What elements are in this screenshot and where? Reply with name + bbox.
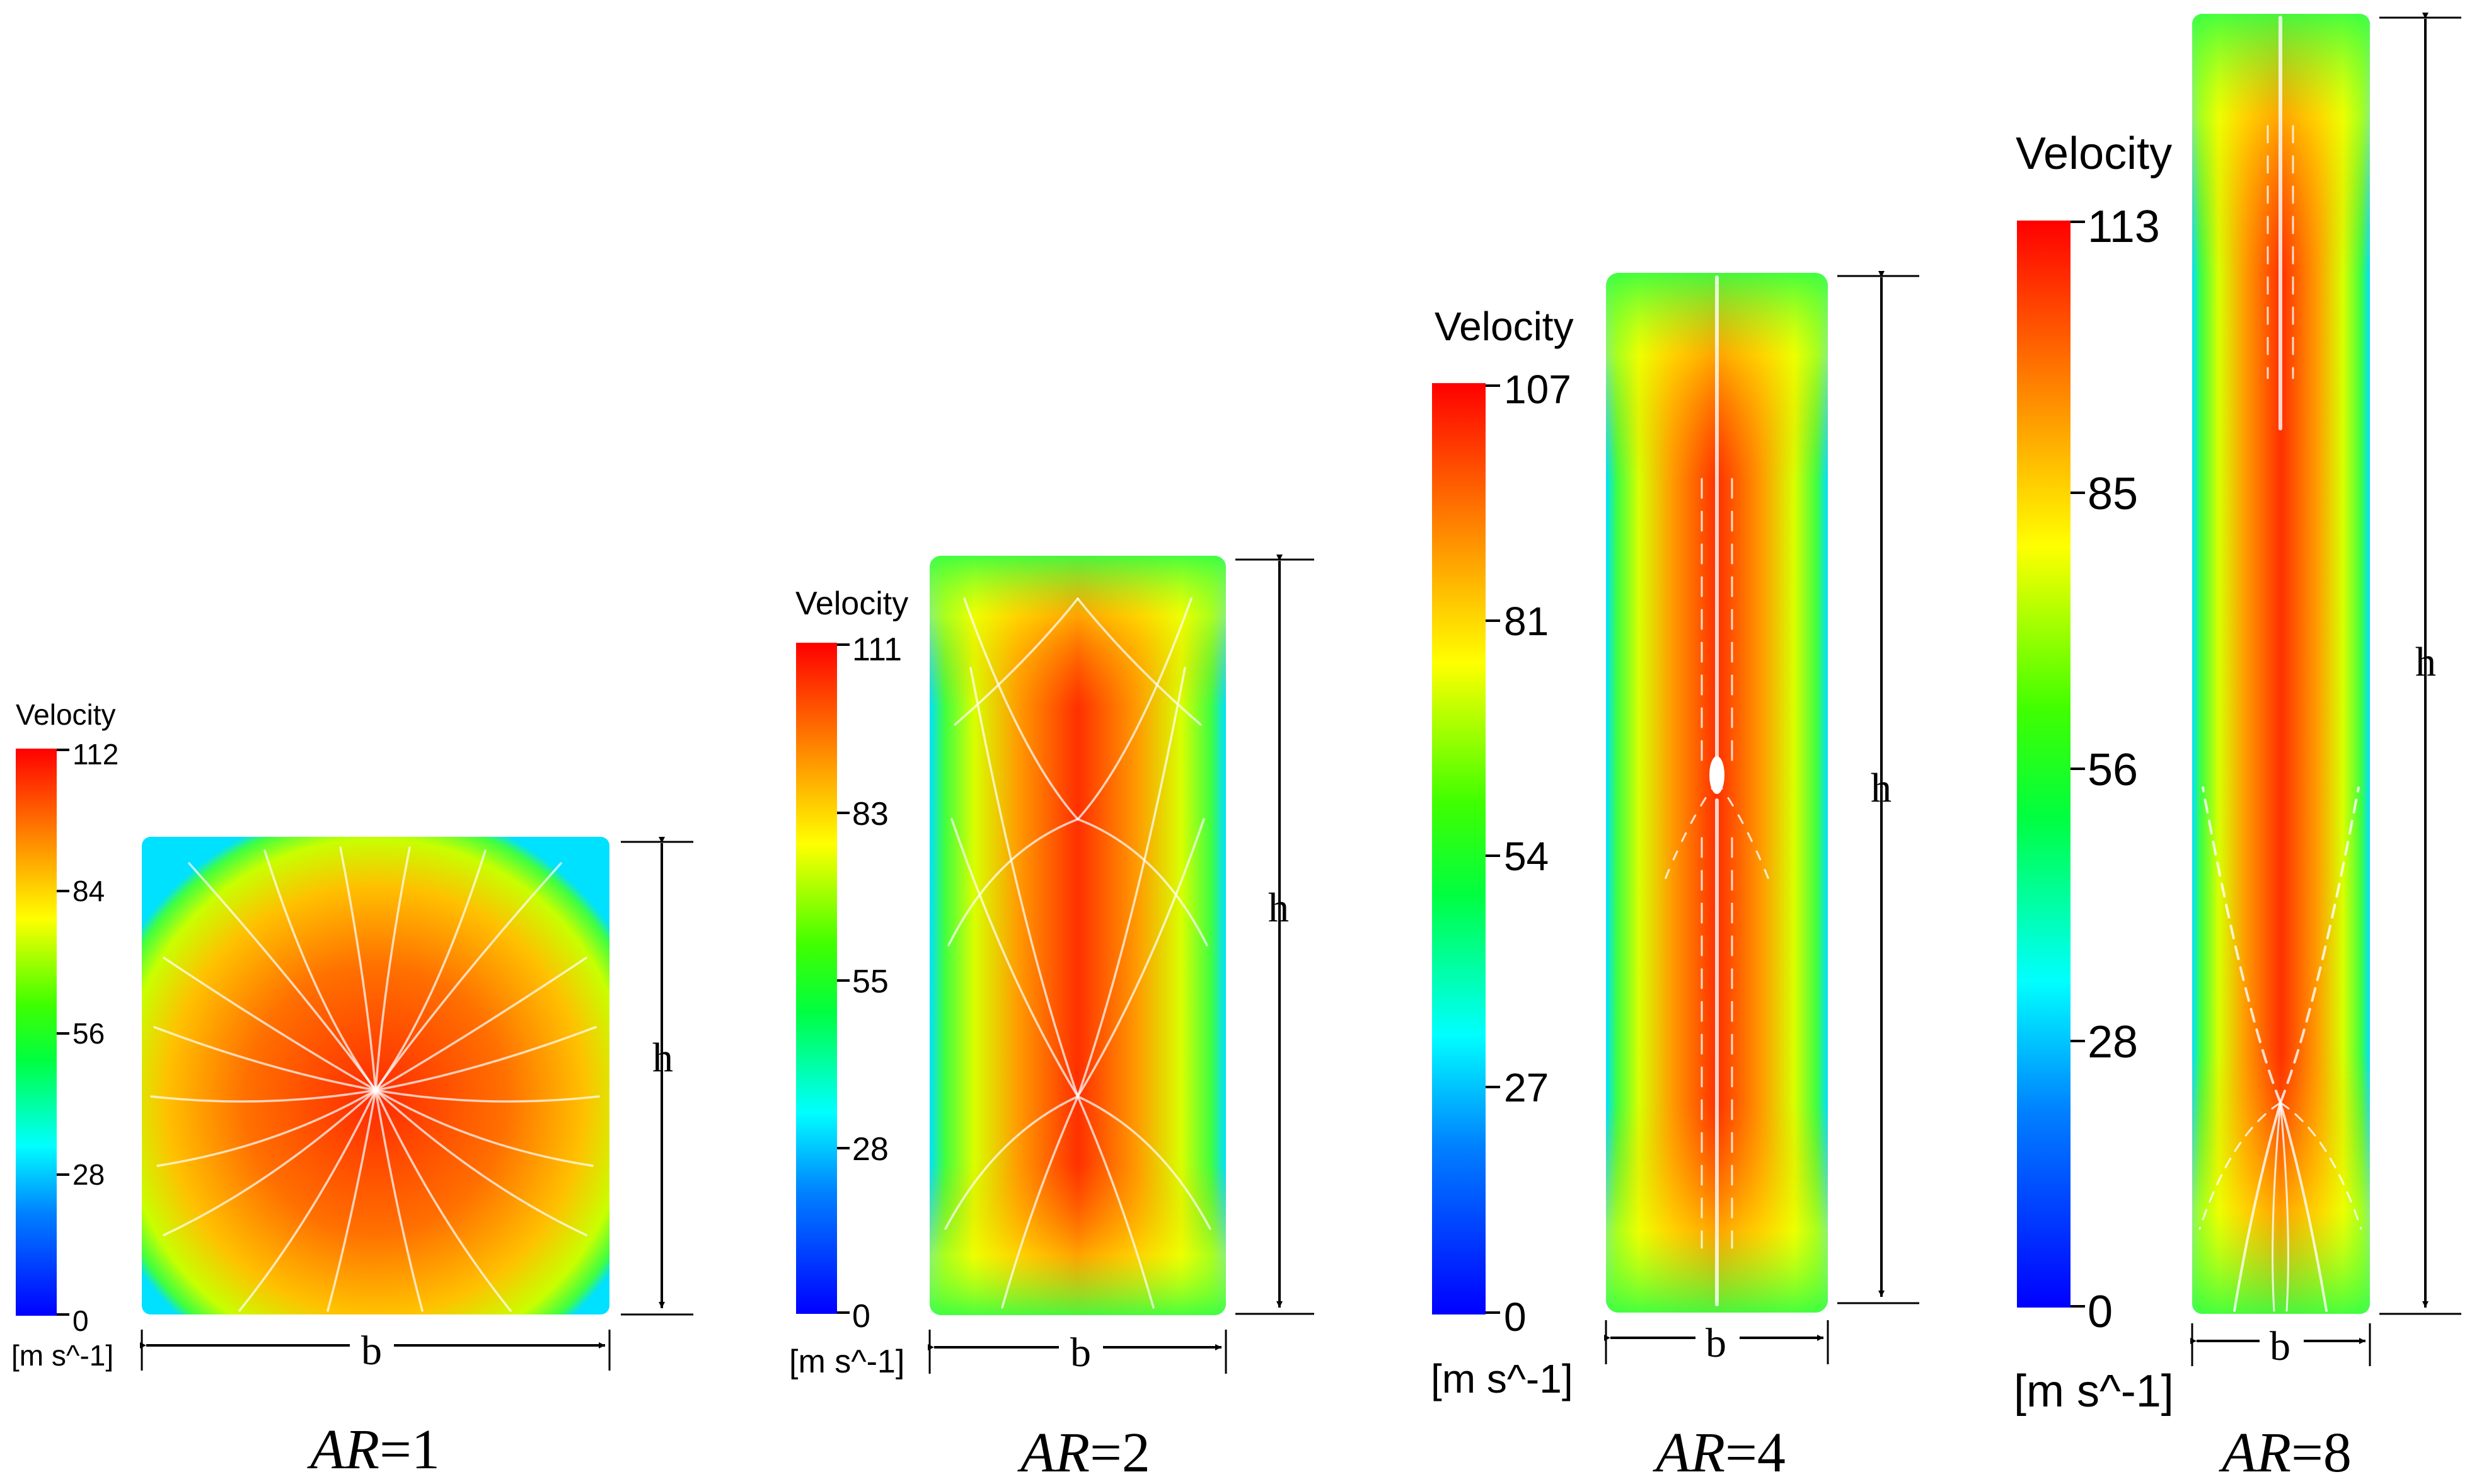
aspect-ratio-caption: AR=2 [1017,1422,1150,1484]
unit-label: [m s^-1] [789,1343,904,1380]
tick-label-max: 107 [1504,367,1571,412]
tick-label-mid: 56 [72,1017,105,1050]
width-label: b [2270,1323,2290,1369]
colorbar-ticks [1486,384,1500,1314]
streamlines [1663,275,1771,1306]
colorbar-ticks [57,749,69,1316]
velocity-colorbar [16,749,57,1316]
aspect-ratio-caption: AR=1 [307,1418,440,1481]
tick-label-min: 0 [72,1304,89,1337]
tick-label-q3: 83 [852,796,889,832]
streamlines [944,597,1211,1309]
streamlines [2198,16,2362,1312]
tick-label-q1: 28 [72,1158,105,1191]
velocity-colorbar [2017,221,2071,1308]
aspect-ratio-caption: AR=8 [2219,1422,2352,1484]
height-label: h [1268,885,1289,931]
unit-label: [m s^-1] [1431,1356,1573,1401]
colorbar-title: Velocity [16,698,116,731]
panel-ar2: Velocity 111 83 55 28 0 [m s^-1] h [789,555,1314,1484]
width-label: b [1706,1320,1726,1366]
tick-label-max: 112 [72,738,118,771]
tick-label-min: 0 [852,1298,870,1335]
tick-label-q1: 28 [2088,1017,2138,1067]
velocity-field [142,837,609,1314]
tick-label-q3: 84 [72,875,105,907]
aspect-ratio-caption: AR=4 [1653,1422,1786,1484]
panel-ar8: Velocity 113 85 56 28 0 [m s^-1] [2014,13,2461,1484]
height-label: h [652,1035,673,1081]
height-label: h [2415,639,2436,685]
tick-label-q1: 27 [1504,1065,1549,1110]
height-label: h [1871,765,1892,811]
colorbar-title: Velocity [1435,304,1574,349]
velocity-colorbar [1432,383,1486,1314]
width-label: b [1070,1330,1091,1376]
velocity-colorbar [796,643,837,1314]
colorbar-ticks [837,643,850,1314]
tick-label-mid: 54 [1504,834,1549,879]
tick-label-max: 113 [2088,202,2160,252]
colorbar-title: Velocity [2016,129,2172,179]
panel-ar4: Velocity 107 81 54 27 0 [m s^-1] [1431,271,1919,1484]
tick-label-q1: 28 [852,1131,889,1168]
colorbar-ticks [2071,221,2085,1308]
tick-label-max: 111 [852,631,902,668]
tick-label-mid: 55 [852,963,889,1000]
tick-label-q3: 85 [2088,469,2138,519]
tick-label-min: 0 [1504,1294,1527,1340]
tick-label-q3: 81 [1504,599,1549,644]
panel-ar1: Velocity 112 84 56 28 0 [m s^-1] [11,698,693,1481]
width-label: b [361,1328,382,1374]
unit-label: [m s^-1] [11,1339,113,1372]
streamlines [150,846,600,1312]
unit-label: [m s^-1] [2014,1366,2174,1417]
colorbar-title: Velocity [795,585,908,622]
tick-label-min: 0 [2088,1287,2113,1337]
tick-label-mid: 56 [2088,745,2138,795]
